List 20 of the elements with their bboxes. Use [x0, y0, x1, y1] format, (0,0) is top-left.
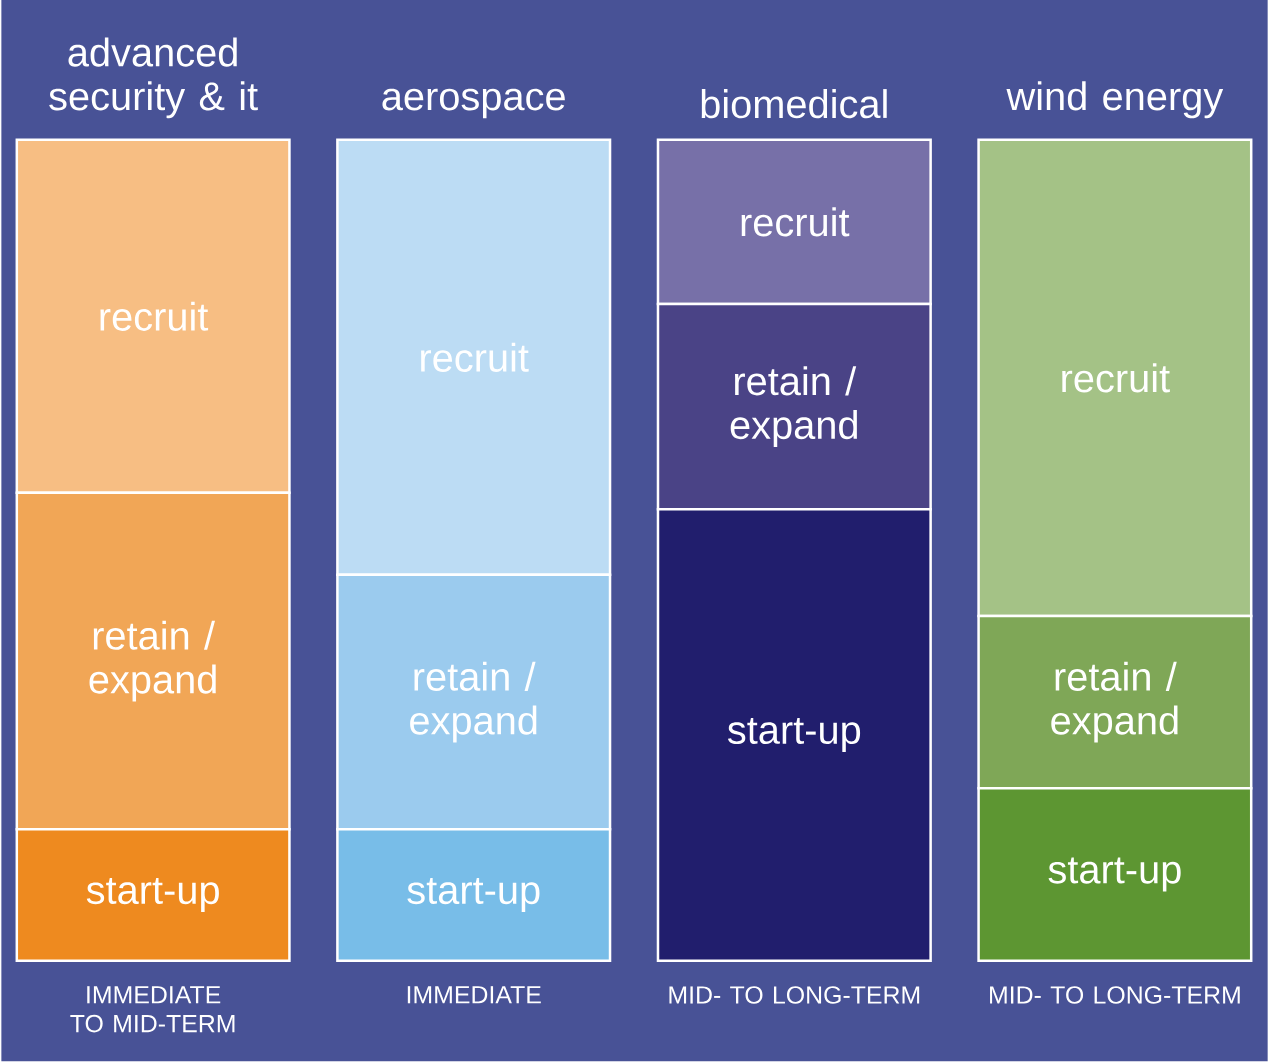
text: retain / expand — [410, 661, 537, 743]
series-label: retain / expand — [1051, 661, 1178, 743]
text: retain / expand — [89, 620, 216, 702]
x-tick-label: advanced security & it — [49, 37, 258, 119]
text: recruit — [421, 342, 529, 373]
text: start-up — [407, 878, 540, 913]
text: start-up — [727, 718, 861, 753]
x-tick-label: biomedical — [701, 89, 887, 119]
series-label: start-up — [86, 878, 219, 913]
text: IMMEDIATE TO MID-TERM — [70, 986, 235, 1033]
x-tick-label: wind energy — [1006, 81, 1224, 119]
text: retain / expand — [730, 366, 857, 448]
text: MID- TO LONG-TERM — [990, 986, 1240, 1005]
text: recruit — [100, 301, 209, 332]
text: start-up — [1048, 857, 1181, 892]
text: MID- TO LONG-TERM — [669, 986, 920, 1005]
x-tick-label: aerospace — [382, 88, 565, 119]
series-label: recruit — [741, 207, 850, 237]
text: recruit — [1062, 363, 1170, 393]
text: IMMEDIATE — [407, 986, 541, 1004]
